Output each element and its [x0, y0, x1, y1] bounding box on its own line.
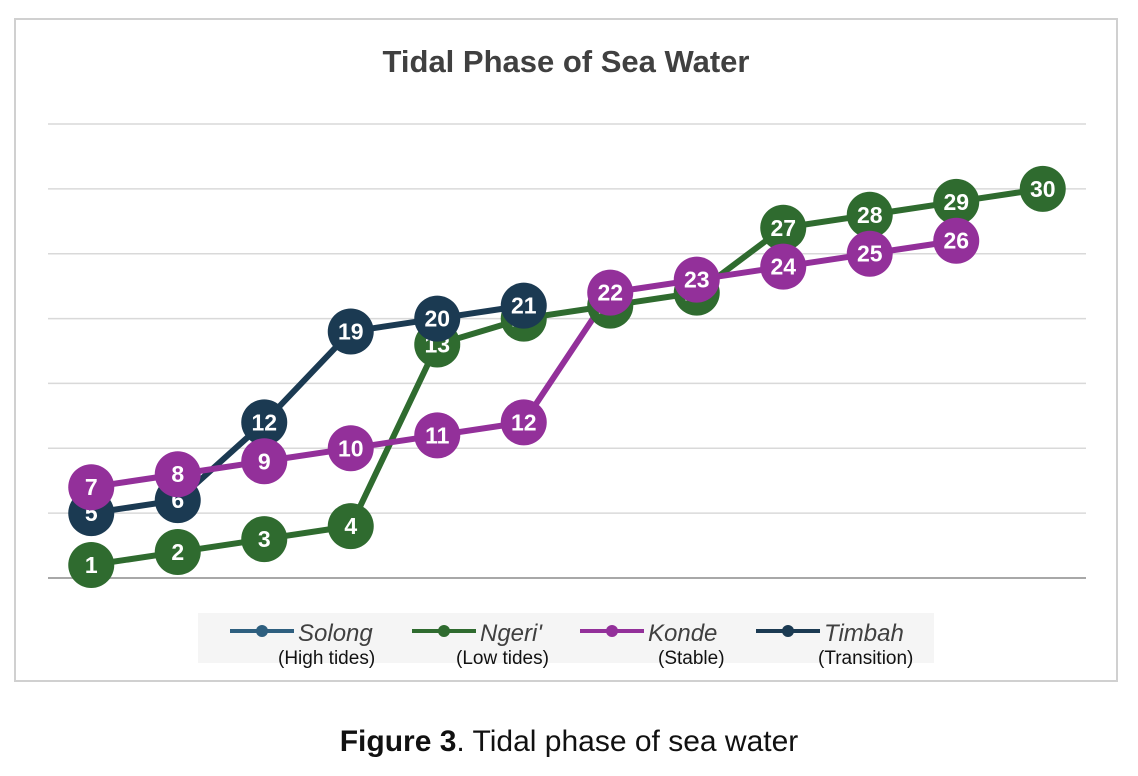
- data-label-ngeri: 3: [258, 526, 271, 552]
- data-label-konde: 12: [511, 409, 537, 435]
- data-point-timbah: [327, 308, 374, 355]
- data-label-konde: 9: [258, 448, 271, 474]
- legend-label-solong: Solong: [298, 620, 373, 647]
- data-point-konde: [154, 451, 201, 498]
- data-label-timbah: 12: [251, 409, 277, 435]
- figure-caption: Figure 3. Tidal phase of sea water: [0, 725, 1138, 759]
- legend-label-ngeri: Ngeri': [480, 620, 542, 647]
- data-point-ngeri: [68, 542, 115, 589]
- data-label-konde: 11: [425, 422, 450, 448]
- data-point-konde: [760, 243, 807, 290]
- data-label-ngeri: 2: [171, 539, 184, 565]
- data-label-konde: 8: [171, 461, 184, 487]
- data-point-ngeri: [760, 204, 807, 251]
- data-point-ngeri: [327, 503, 374, 550]
- data-point-konde: [414, 412, 461, 459]
- data-point-konde: [241, 438, 288, 485]
- legend: Solong (High tides) Ngeri' (Low tides) K…: [198, 613, 934, 669]
- data-label-ngeri: 30: [1030, 176, 1056, 202]
- data-label-timbah: 19: [338, 319, 364, 345]
- legend-label-konde: Konde: [648, 620, 718, 647]
- data-label-konde: 26: [943, 228, 969, 254]
- legend-sub-ngeri: (Low tides): [456, 648, 549, 669]
- legend-label-timbah: Timbah: [824, 620, 904, 647]
- legend-sub-konde: (Stable): [658, 648, 725, 669]
- series-line-konde: [90, 237, 957, 491]
- chart-title: Tidal Phase of Sea Water: [382, 44, 750, 79]
- data-point-konde: [846, 230, 893, 277]
- data-label-ngeri: 28: [857, 202, 883, 228]
- legend-marker-solong: [230, 625, 294, 637]
- data-label-konde: 25: [857, 241, 883, 267]
- data-point-konde: [673, 256, 720, 303]
- series-line-ngeri: [90, 185, 1044, 568]
- data-label-konde: 24: [770, 254, 796, 280]
- data-point-konde: [327, 425, 374, 472]
- legend-sub-solong: (High tides): [278, 648, 376, 669]
- data-point-ngeri: [154, 529, 201, 576]
- data-label-konde: 23: [684, 267, 710, 293]
- data-point-ngeri: [933, 178, 980, 225]
- data-label-konde: 7: [85, 474, 98, 500]
- data-label-ngeri: 27: [770, 215, 796, 241]
- data-point-timbah: [241, 399, 288, 446]
- data-point-konde: [500, 399, 547, 446]
- data-label-konde: 10: [338, 435, 364, 461]
- data-label-ngeri: 4: [344, 513, 357, 539]
- legend-marker-konde: [580, 625, 644, 637]
- legend-sub-timbah: (Transition): [818, 648, 914, 669]
- legend-marker-timbah: [756, 625, 820, 637]
- data-point-timbah: [500, 282, 547, 329]
- figure-caption-text: . Tidal phase of sea water: [456, 725, 799, 758]
- chart-frame: [14, 18, 1118, 682]
- data-point-ngeri: [241, 516, 288, 563]
- data-point-ngeri: [846, 191, 893, 238]
- data-point-konde: [68, 464, 115, 511]
- figure-caption-number: Figure 3: [339, 725, 457, 758]
- data-label-ngeri: 29: [943, 189, 969, 215]
- data-point-konde: [933, 217, 980, 264]
- data-label-timbah: 20: [424, 306, 450, 332]
- data-point-ngeri: [1019, 165, 1066, 212]
- data-label-ngeri: 1: [85, 552, 98, 578]
- data-point-timbah: [414, 295, 461, 342]
- data-label-konde: 22: [597, 280, 623, 306]
- data-label-timbah: 21: [511, 293, 537, 319]
- data-point-konde: [587, 269, 634, 316]
- legend-marker-ngeri: [412, 625, 476, 637]
